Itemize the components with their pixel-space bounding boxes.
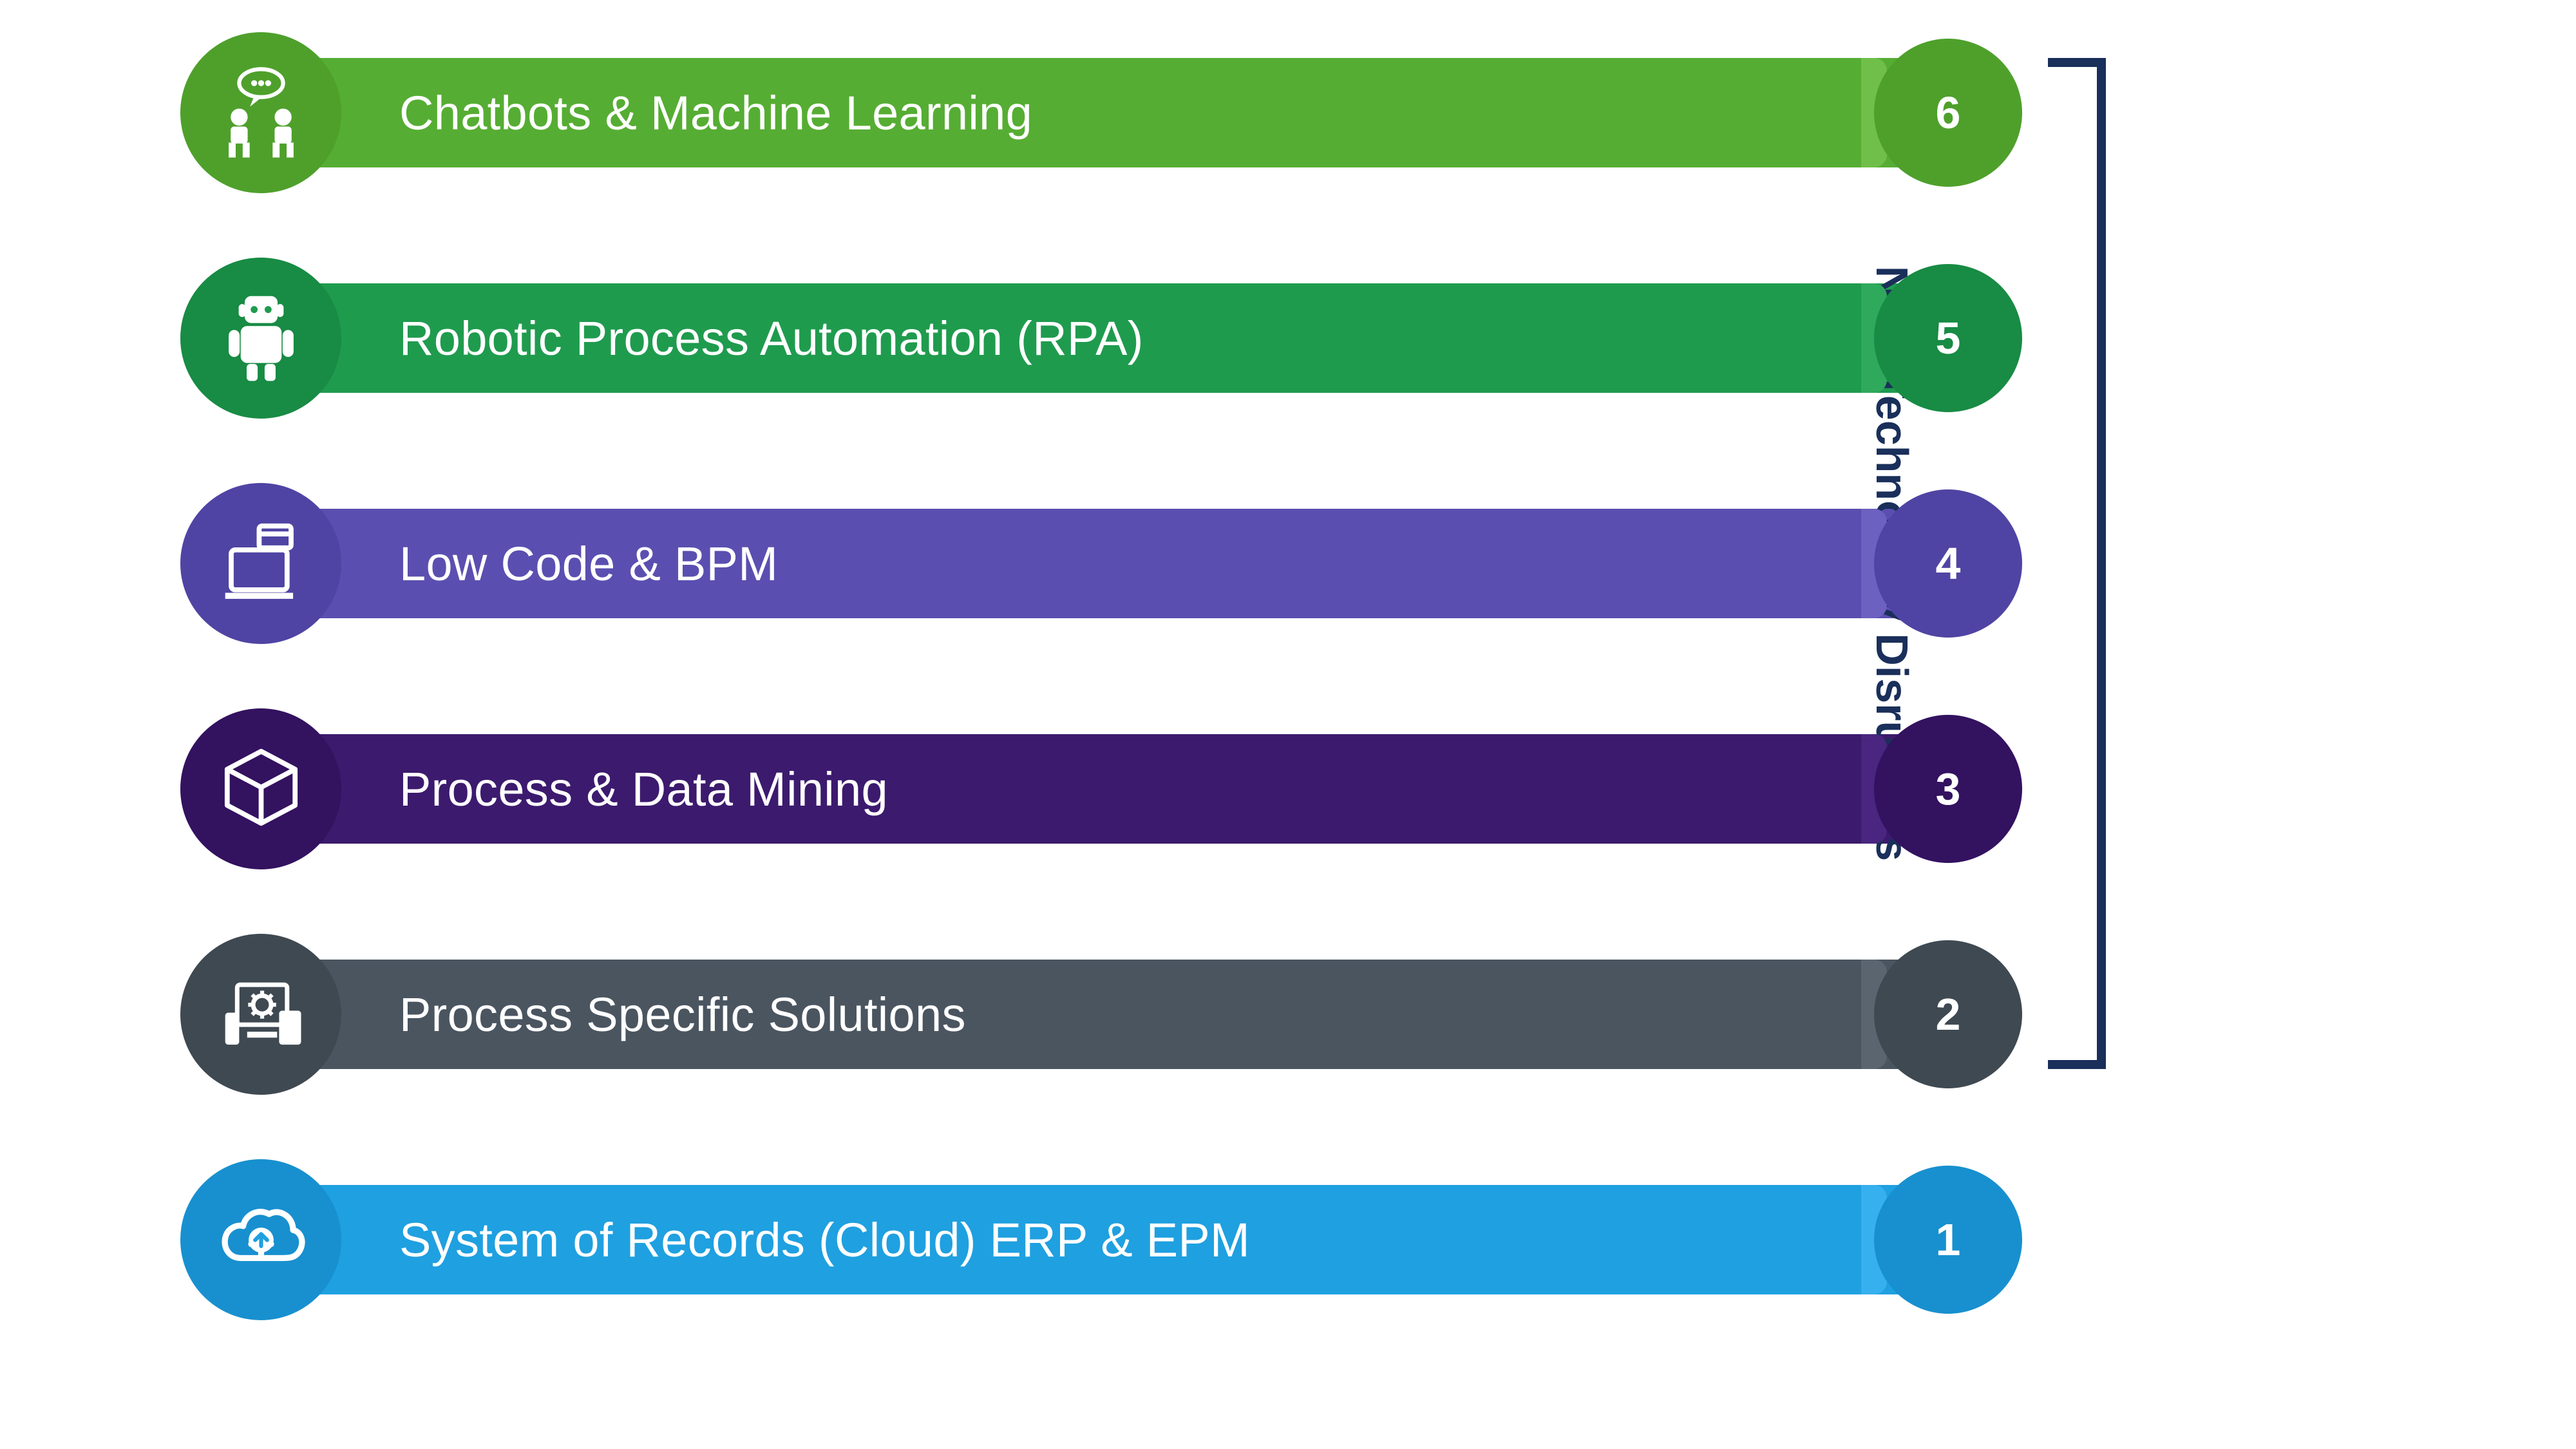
bar-label-6: Chatbots & Machine Learning [399,86,1032,140]
robot-icon [211,287,311,390]
bar-label-5: Robotic Process Automation (RPA) [399,311,1144,366]
chat-people-icon [211,61,311,164]
bar-2: Process Specific Solutions [245,960,1958,1069]
bar-label-3: Process & Data Mining [399,762,888,817]
left-circle-2 [180,934,341,1095]
devices-icon [211,512,311,615]
cloud-up-icon [211,1188,311,1291]
left-circle-1 [180,1159,341,1320]
bar-6: Chatbots & Machine Learning [245,58,1958,167]
right-circle-3: 3 [1874,715,2022,863]
right-circle-6: 6 [1874,39,2022,187]
right-circle-2: 2 [1874,940,2022,1088]
number-2: 2 [1936,989,1961,1040]
left-circle-6 [180,32,341,193]
right-circle-4: 4 [1874,489,2022,638]
bar-1: System of Records (Cloud) ERP & EPM [245,1185,1958,1294]
right-circle-5: 5 [1874,264,2022,412]
number-5: 5 [1936,312,1961,364]
right-circle-1: 1 [1874,1166,2022,1314]
bar-label-4: Low Code & BPM [399,536,778,591]
left-circle-3 [180,708,341,869]
bracket [2048,58,2106,1069]
cube-icon [211,737,311,840]
number-4: 4 [1936,538,1961,589]
tech-row-1: System of Records (Cloud) ERP & EPM 1 [180,1166,2383,1314]
number-1: 1 [1936,1214,1961,1265]
gear-devices-icon [211,963,311,1066]
bar-label-1: System of Records (Cloud) ERP & EPM [399,1213,1250,1267]
bar-3: Process & Data Mining [245,734,1958,844]
bar-label-2: Process Specific Solutions [399,987,966,1042]
bar-5: Robotic Process Automation (RPA) [245,283,1958,393]
bar-4: Low Code & BPM [245,509,1958,618]
number-6: 6 [1936,87,1961,138]
number-3: 3 [1936,763,1961,815]
infographic-stage: Chatbots & Machine Learning 6 Robotic Pr… [180,39,2383,1391]
left-circle-5 [180,258,341,419]
left-circle-4 [180,483,341,644]
